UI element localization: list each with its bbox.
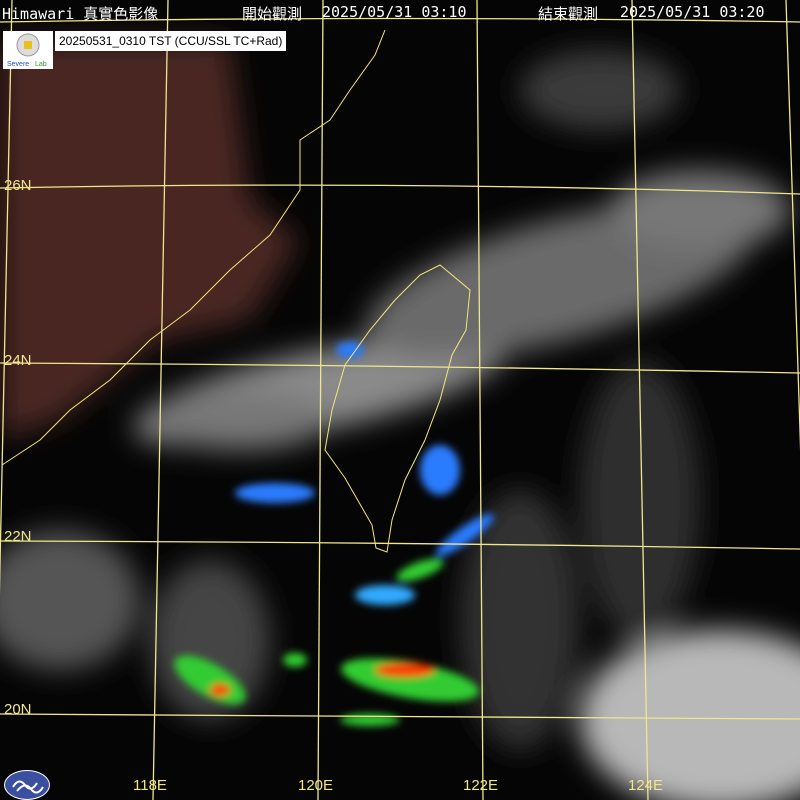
end-label: 結束觀測 [538,5,599,23]
cwa-logo-icon [4,770,50,800]
lat-label: 20N [4,701,32,718]
grid-line-28n [0,17,800,23]
start-label: 開始觀測 [242,5,303,23]
lon-label: 124E [628,777,664,794]
svg-text:Severe: Severe [7,61,29,68]
china-coast [1,29,386,466]
grid-line-122e [476,0,484,800]
lab-logo: Severe Lab [3,31,53,69]
grid-line-126e [785,0,800,451]
image-caption: 20250531_0310 TST (CCU/SSL TC+Rad) [55,31,287,51]
grid-line-24n [0,362,800,374]
taiwan-outline [324,264,471,553]
svg-text:Lab: Lab [35,61,47,68]
grid-line-116e [0,0,13,596]
end-time: 2025/05/31 03:20 [620,3,765,21]
cloud-layer [0,40,800,800]
coastline [1,29,471,553]
grid-line-124e [631,0,649,800]
lon-label: 122E [463,777,499,794]
lat-label: 26N [4,177,32,194]
lon-label: 118E [133,777,167,794]
grid-line-26n [0,184,800,195]
lat-label: 22N [4,528,32,545]
product-title: Himawari 真實色影像 [2,5,159,23]
grid-line-22n [0,540,800,550]
grid-line-120e [317,0,324,800]
start-time: 2025/05/31 03:10 [322,3,467,21]
lon-label: 120E [298,777,334,794]
grid-line-118e [152,0,169,800]
radar-echoes [174,342,495,726]
lat-label: 24N [4,352,32,369]
grid-line-20n [0,713,800,720]
